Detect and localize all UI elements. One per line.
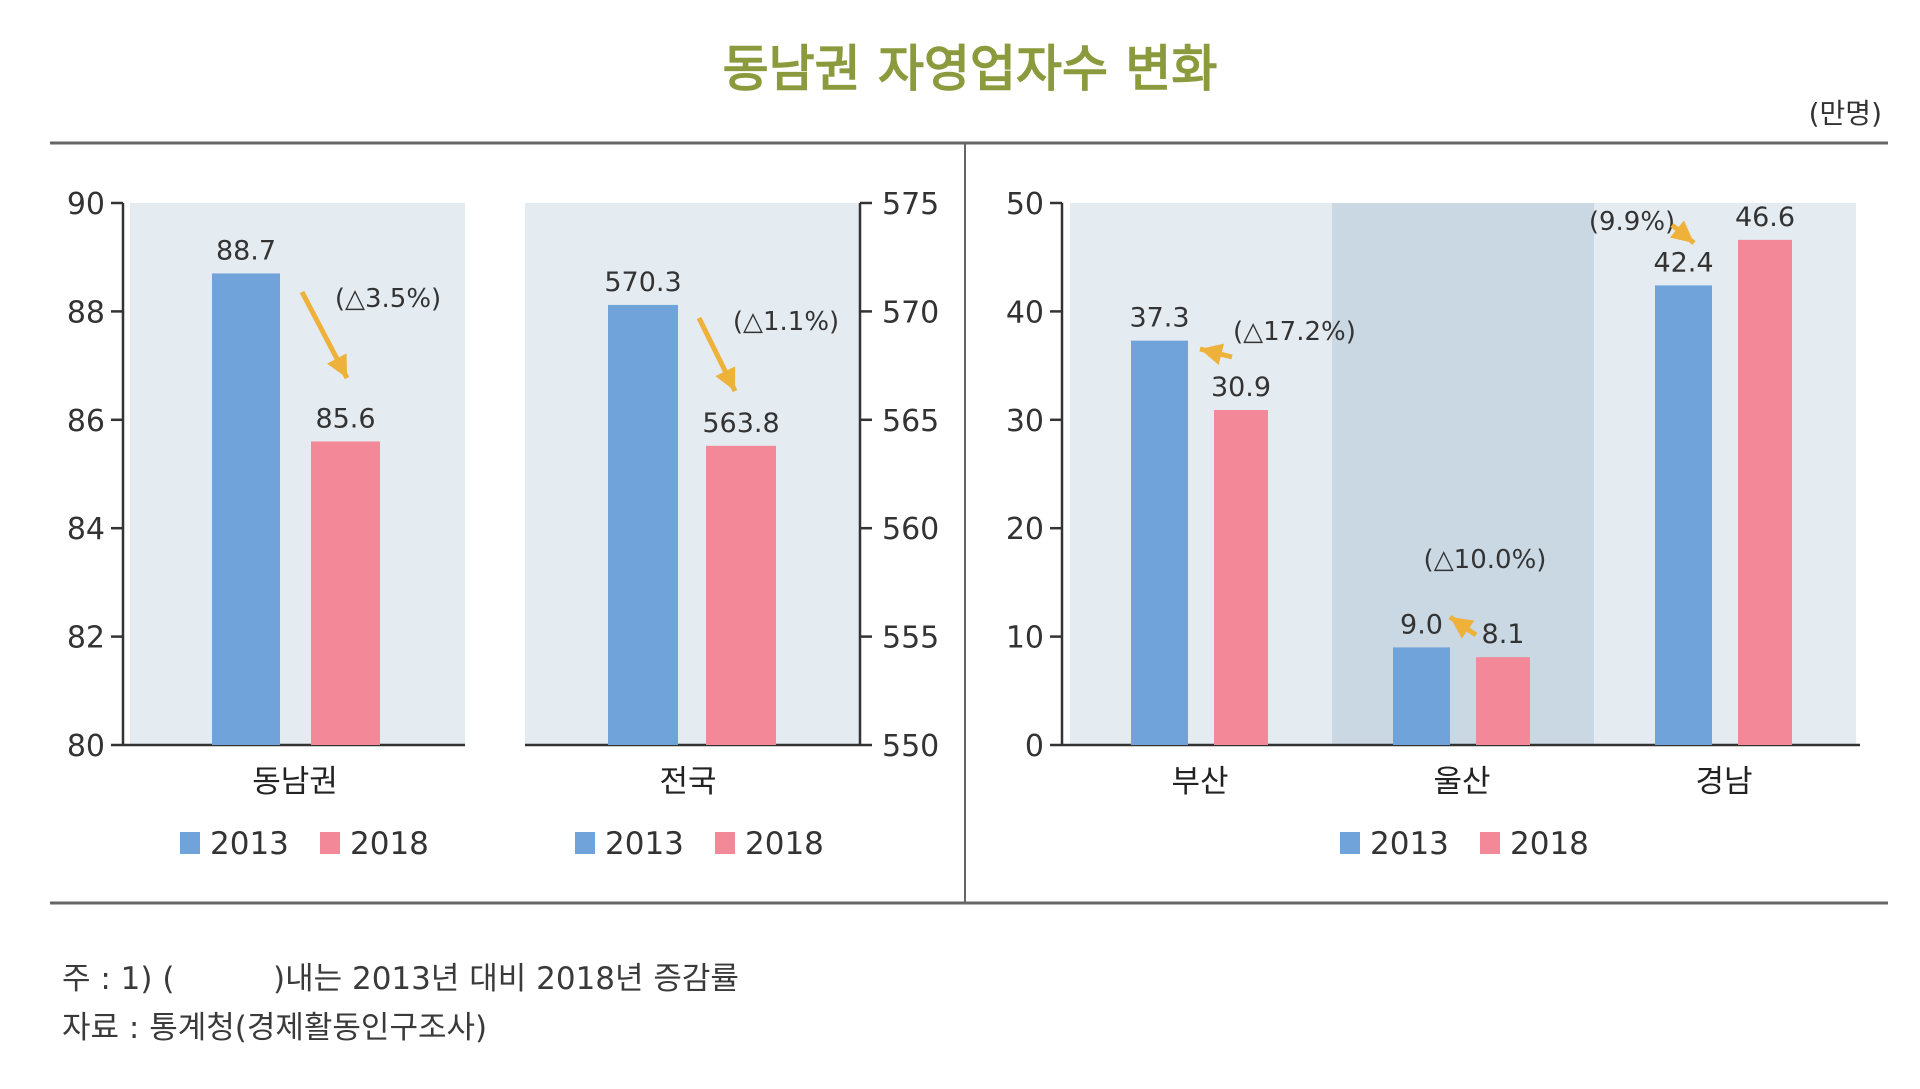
y-tick-label: 30 <box>1006 404 1044 439</box>
legend-swatch-2018 <box>320 832 340 854</box>
source-note: 자료 : 통계청(경제활동인구조사) <box>62 1010 488 1046</box>
y-tick-label: 560 <box>882 512 939 547</box>
unit-label: (만명) <box>1809 97 1882 130</box>
bar-2018-부산 <box>1214 410 1268 745</box>
panel-bg-1-0 <box>525 203 860 745</box>
y-tick-label: 575 <box>882 187 939 222</box>
y-tick-label: 86 <box>67 404 105 439</box>
legend-label-2018: 2018 <box>745 826 824 862</box>
data-label-2013-울산: 9.0 <box>1400 609 1443 640</box>
y-tick-label: 565 <box>882 404 939 439</box>
y-tick-label: 550 <box>882 729 939 764</box>
change-label: (△1.1%) <box>733 307 839 337</box>
legend-label-2013: 2013 <box>210 826 289 862</box>
y-tick-label: 90 <box>67 187 105 222</box>
change-arrow-0-0-head <box>327 353 347 378</box>
data-label-2018-전국: 563.8 <box>702 408 779 439</box>
y-tick-label: 50 <box>1006 187 1044 222</box>
change-arrow-2-1-head <box>1450 617 1475 639</box>
legend-swatch-2018 <box>715 832 735 854</box>
legend-swatch-2013 <box>180 832 200 854</box>
y-tick-label: 570 <box>882 295 939 330</box>
change-label: (9.9%) <box>1589 207 1675 237</box>
data-label-2013-부산: 37.3 <box>1129 303 1189 334</box>
bar-2013-동남권 <box>212 273 280 745</box>
data-label-2018-울산: 8.1 <box>1482 619 1525 650</box>
panel-bg-0-0 <box>130 203 465 745</box>
bar-2018-전국 <box>706 445 776 745</box>
x-tick-label: 전국 <box>659 764 716 800</box>
x-tick-label: 울산 <box>1433 764 1490 800</box>
data-label-2018-경남: 46.6 <box>1735 202 1795 233</box>
bar-2013-울산 <box>1393 647 1450 745</box>
legend-swatch-2018 <box>1480 832 1500 854</box>
legend-label-2013: 2013 <box>1370 826 1449 862</box>
legend-swatch-2013 <box>1340 832 1360 854</box>
y-tick-label: 82 <box>67 621 105 656</box>
bar-2018-울산 <box>1476 657 1530 745</box>
bar-2018-경남 <box>1738 239 1792 745</box>
y-tick-label: 40 <box>1006 295 1044 330</box>
y-tick-label: 80 <box>67 729 105 764</box>
panel-bg-2-0 <box>1070 203 1332 745</box>
panel-bg-2-1 <box>1332 203 1594 745</box>
y-tick-label: 555 <box>882 621 939 656</box>
bar-2013-부산 <box>1131 340 1188 745</box>
change-label: (△17.2%) <box>1233 317 1356 347</box>
bar-2013-경남 <box>1655 285 1712 745</box>
x-tick-label: 부산 <box>1171 764 1228 800</box>
legend-swatch-2013 <box>575 832 595 854</box>
change-label: (△3.5%) <box>335 284 441 314</box>
change-arrow-2-0-head <box>1200 343 1225 366</box>
chart-layer: 80 82 84 86 88 90 88.7 85.6 동남권 (△3.5%) 2013 2018 55… <box>67 187 1860 862</box>
data-label-2013-동남권: 88.7 <box>216 235 276 266</box>
change-arrow-1-0-head <box>715 366 736 391</box>
y-tick-label: 0 <box>1025 729 1044 764</box>
y-tick-label: 84 <box>67 512 105 547</box>
data-label-2018-부산: 30.9 <box>1211 372 1271 403</box>
change-arrow-2-2-head <box>1670 220 1694 243</box>
legend-label-2018: 2018 <box>350 826 429 862</box>
panel-bg-2-2 <box>1594 203 1856 745</box>
y-tick-label: 20 <box>1006 512 1044 547</box>
data-label-2018-동남권: 85.6 <box>315 403 375 434</box>
data-label-2013-경남: 42.4 <box>1653 247 1713 278</box>
y-tick-label: 10 <box>1006 621 1044 656</box>
bar-2018-동남권 <box>311 441 380 745</box>
y-tick-label: 88 <box>67 295 105 330</box>
legend-label-2013: 2013 <box>605 826 684 862</box>
x-tick-label: 동남권 <box>252 764 338 800</box>
bar-2013-전국 <box>608 304 678 745</box>
chart-title: 동남권 자영업자수 변화 <box>723 40 1218 98</box>
legend-label-2018: 2018 <box>1510 826 1589 862</box>
data-label-2013-전국: 570.3 <box>604 267 681 298</box>
change-label: (△10.0%) <box>1424 545 1547 575</box>
footnote: 주 : 1) ( )내는 2013년 대비 2018년 증감률 <box>62 961 739 997</box>
x-tick-label: 경남 <box>1695 764 1752 800</box>
